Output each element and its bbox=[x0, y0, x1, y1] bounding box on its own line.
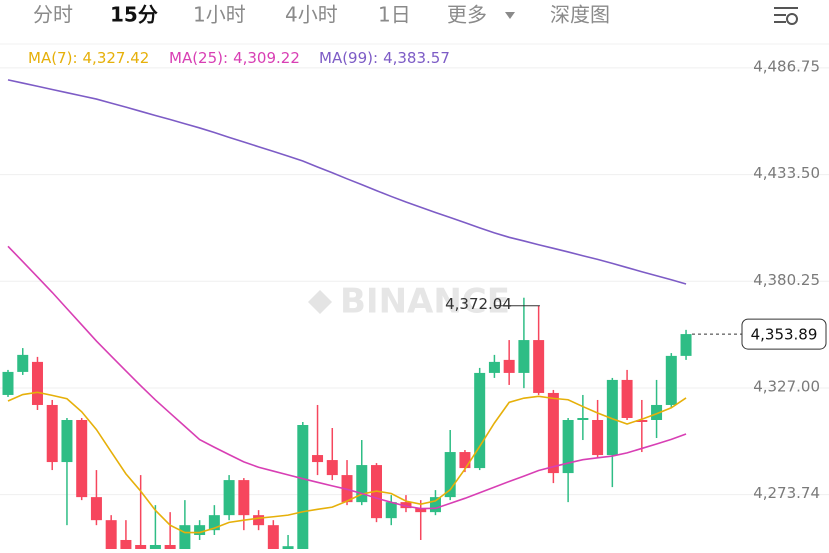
candle-body bbox=[17, 354, 29, 372]
candle-body bbox=[208, 515, 220, 531]
candle-body bbox=[415, 508, 427, 513]
candle-body bbox=[577, 417, 589, 420]
candle-body bbox=[665, 355, 677, 405]
candle-body bbox=[46, 404, 58, 463]
legend-entry: MA(99): 4,383.57 bbox=[319, 49, 450, 67]
settings-icon[interactable] bbox=[774, 7, 798, 25]
candle-body bbox=[164, 544, 176, 549]
y-tick-label: 4,380.25 bbox=[753, 271, 820, 289]
watermark: BINANCE bbox=[308, 282, 510, 322]
candle-body bbox=[429, 497, 441, 513]
legend-entry: MA(25): 4,309.22 bbox=[169, 49, 300, 67]
candle-body bbox=[282, 546, 294, 549]
candle-body bbox=[238, 480, 250, 516]
candle-body bbox=[562, 419, 574, 474]
candle-body bbox=[488, 361, 500, 373]
candle-body bbox=[592, 419, 604, 456]
candle-body bbox=[105, 520, 117, 549]
candle-body bbox=[267, 525, 279, 549]
legend-name: MA(99): bbox=[319, 49, 378, 67]
legend-value: 4,327.42 bbox=[83, 49, 150, 67]
candle-body bbox=[533, 340, 545, 393]
candle-body bbox=[474, 372, 486, 469]
current-price-box bbox=[741, 318, 827, 350]
candle-body bbox=[606, 379, 618, 456]
candle-body bbox=[356, 465, 368, 503]
candle-body bbox=[149, 544, 161, 549]
y-tick-label: 4,486.75 bbox=[753, 57, 820, 75]
candle-body bbox=[2, 371, 14, 395]
candle-body bbox=[400, 502, 412, 509]
y-tick-label: 4,273.74 bbox=[753, 484, 820, 502]
legend-value: 4,309.22 bbox=[233, 49, 300, 67]
legend-name: MA(25): bbox=[169, 49, 228, 67]
candle-body bbox=[621, 379, 633, 418]
candle-body bbox=[61, 419, 73, 463]
dropdown-arrow[interactable] bbox=[505, 12, 515, 19]
tab[interactable]: 15分 bbox=[110, 3, 158, 27]
ma-line bbox=[7, 245, 687, 510]
candle-body bbox=[31, 361, 43, 405]
candle-body bbox=[90, 497, 102, 521]
tab[interactable]: 更多 bbox=[447, 3, 487, 27]
tab[interactable]: 分时 bbox=[33, 3, 73, 27]
legend-name: MA(7): bbox=[28, 49, 78, 67]
ma-line bbox=[7, 79, 687, 285]
candle-body bbox=[326, 460, 338, 476]
candle-body bbox=[253, 515, 265, 526]
ma-line bbox=[7, 391, 687, 534]
y-tick-label: 4,327.00 bbox=[753, 377, 820, 395]
candle-body bbox=[459, 452, 471, 469]
candle-body bbox=[120, 539, 132, 549]
candle-body bbox=[651, 404, 663, 420]
candle-body bbox=[680, 334, 692, 356]
tab[interactable]: 深度图 bbox=[550, 3, 610, 27]
candle-body bbox=[135, 544, 147, 549]
candle-body bbox=[179, 525, 191, 549]
y-tick-label: 4,433.50 bbox=[753, 164, 820, 182]
candle-body bbox=[223, 480, 235, 516]
watermark-text: BINANCE bbox=[340, 282, 510, 322]
high-label: 4,372.04 bbox=[445, 295, 512, 313]
tab-bar: 分时 15分 1小时 4小时 1日 更多 深度图 bbox=[33, 3, 610, 27]
candle-body bbox=[518, 340, 530, 373]
candle-body bbox=[444, 452, 456, 498]
tab[interactable]: 4小时 bbox=[285, 3, 338, 27]
legend-entry: MA(7): 4,327.42 bbox=[28, 49, 149, 67]
candle-body bbox=[385, 502, 397, 519]
candle-body bbox=[503, 359, 515, 373]
candle-body bbox=[194, 525, 206, 535]
legend-value: 4,383.57 bbox=[383, 49, 450, 67]
tab[interactable]: 1小时 bbox=[193, 3, 246, 27]
tab[interactable]: 1日 bbox=[378, 3, 411, 27]
candle-body bbox=[636, 419, 648, 422]
candle-body bbox=[547, 392, 559, 474]
current-price-label: 4,353.89 bbox=[751, 326, 818, 344]
candle-body bbox=[76, 419, 88, 498]
candle-body bbox=[297, 425, 309, 549]
candle-body bbox=[312, 455, 324, 463]
